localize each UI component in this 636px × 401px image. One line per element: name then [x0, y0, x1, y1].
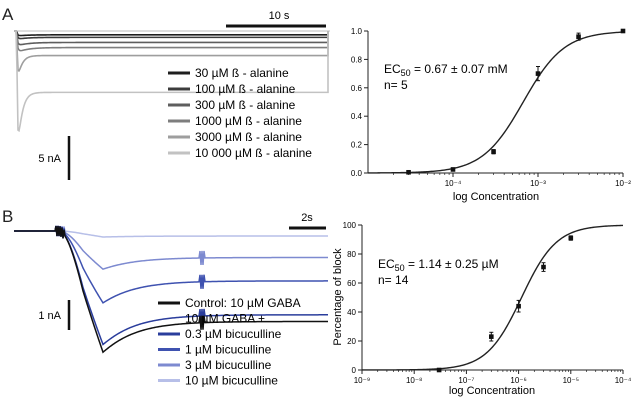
panel-a-dose-response: 10⁻⁴ 10⁻³ 10⁻² 0.0 0.2 0.4 0.6 0.8 1.0 log Conce…	[351, 27, 631, 203]
panel-a-legend: 30 µM ß - alanine 100 µM ß - alanine 300 µ…	[168, 66, 312, 160]
panel-a-current-scale-label: 5 nA	[38, 153, 61, 165]
panel-b-y-axis-label: Percentage of block	[332, 248, 344, 346]
panel-a-legend-label: 30 µM ß - alanine	[195, 66, 289, 80]
panel-a-trace	[14, 30, 329, 46]
panel-a-data-point	[491, 149, 496, 154]
panel-a-time-scale-label: 10 s	[269, 10, 290, 22]
panel-b-data-points	[436, 235, 574, 373]
panel-a-trace	[14, 30, 329, 37]
panel-b-data-point	[541, 264, 546, 270]
panel-a-legend-label: 300 µM ß - alanine	[195, 98, 296, 112]
panel-a-x-axis-label: log Concentration	[453, 191, 539, 203]
panel-b-trace	[14, 225, 328, 354]
panel-b-trace	[14, 225, 328, 271]
panel-a-y-tick-label: 0.4	[351, 112, 363, 121]
panel-b-ec50-text: EC50 = 1.14 ± 0.25 µM	[378, 257, 499, 273]
panel-b-label: B	[2, 207, 13, 226]
panel-b-x-tick-label: 10⁻⁴	[615, 376, 632, 385]
panel-b-traces: B 2s 1 nA Control: 10 µM GABA 10 µM GABA …	[2, 207, 328, 388]
panel-b-y-tick-label: 100	[343, 221, 357, 230]
panel-b-x-tick-label: 10⁻⁶	[510, 376, 526, 385]
panel-a-trace	[14, 30, 329, 72]
panel-b-y-tick-label: 40	[347, 308, 356, 317]
panel-a-legend-label: 3000 µM ß - alanine	[195, 130, 302, 144]
panel-a-data-point	[576, 34, 581, 39]
panel-b-y-tick-label: 0	[352, 366, 357, 375]
panel-b-data-point	[489, 334, 494, 339]
panel-b-legend-label: Control: 10 µM GABA	[185, 296, 301, 310]
panel-a-n-text: n= 5	[384, 78, 408, 92]
panel-b-legend-label: 1 µM bicuculline	[185, 343, 272, 357]
panel-b-legend: Control: 10 µM GABA 10 µM GABA +0.3 µM bi…	[158, 296, 301, 388]
panel-a-trace	[14, 30, 329, 133]
panel-b-legend-label: 0.3 µM bicuculline	[185, 327, 282, 341]
panel-b-x-axis-label: log Concentration	[449, 385, 535, 397]
panel-a-axis-ticks: 10⁻⁴ 10⁻³ 10⁻² 0.0 0.2 0.4 0.6 0.8 1.0	[351, 27, 631, 188]
panel-a-y-tick-label: 0.8	[351, 55, 363, 64]
panel-a-x-tick-label: 10⁻³	[530, 179, 546, 188]
panel-b-data-point	[436, 367, 442, 373]
panel-b-fit-curve	[362, 224, 624, 371]
panel-a-label: A	[2, 5, 14, 24]
panel-b-y-tick-label: 80	[347, 250, 356, 259]
panel-b-current-traces	[14, 225, 328, 354]
panel-a-current-traces	[14, 30, 329, 133]
panel-b-x-tick-label: 10⁻⁹	[354, 376, 371, 385]
panel-a-y-tick-label: 0.2	[351, 141, 363, 150]
panel-a-data-point	[406, 169, 411, 175]
panel-b-legend-label: 3 µM bicuculline	[185, 358, 272, 372]
panel-a-y-tick-label: 1.0	[351, 27, 363, 36]
panel-a-data-point	[620, 28, 626, 34]
panel-b-x-tick-label: 10⁻⁵	[563, 376, 579, 385]
panel-b-trace	[14, 225, 328, 238]
panel-a-trace	[14, 30, 329, 40]
panel-b-y-tick-label: 60	[347, 279, 356, 288]
panel-b-x-tick-label: 10⁻⁷	[458, 376, 474, 385]
panel-b-trace	[14, 225, 328, 304]
panel-a-y-tick-label: 0.6	[351, 84, 363, 93]
panel-b-dose-response: 10⁻⁹ 10⁻⁸ 10⁻⁷ 10⁻⁶ 10⁻⁵ 10⁻⁴ 0 20 40 60 80 100 log…	[332, 221, 632, 397]
panel-b-current-scale-label: 1 nA	[38, 310, 61, 322]
panel-b-data-point	[568, 235, 574, 241]
panel-a-legend-label: 1000 µM ß - alanine	[195, 114, 302, 128]
panel-b-y-tick-label: 20	[347, 337, 356, 346]
panel-a-x-tick-label: 10⁻²	[615, 179, 631, 188]
panel-b-n-text: n= 14	[378, 273, 409, 287]
panel-b-data-point	[516, 303, 521, 309]
panel-b-legend-label: 10 µM bicuculline	[185, 374, 278, 388]
panel-a-x-tick-label: 10⁻⁴	[445, 179, 462, 188]
panel-b-x-tick-label: 10⁻⁸	[406, 376, 423, 385]
panel-a-ec50-text: EC50 = 0.67 ± 0.07 mM	[384, 62, 508, 78]
panel-b-axis-ticks: 10⁻⁹ 10⁻⁸ 10⁻⁷ 10⁻⁶ 10⁻⁵ 10⁻⁴ 0 20 40 60 80 100	[343, 221, 632, 385]
panel-a-data-point	[450, 167, 456, 172]
panel-a-traces: A 10 s 5 nA 30 µM ß - alanine 100 µM ß - …	[2, 5, 330, 180]
panel-a-trace	[14, 30, 329, 52]
panel-a-legend-label: 100 µM ß - alanine	[195, 82, 296, 96]
panel-b-legend-label: 10 µM GABA +	[185, 312, 265, 326]
panel-a-data-points	[406, 28, 626, 175]
panel-b-time-scale-label: 2s	[301, 212, 313, 224]
panel-a-data-point	[535, 71, 541, 76]
panel-a-legend-label: 10 000 µM ß - alanine	[195, 146, 312, 160]
panel-a-y-tick-label: 0.0	[351, 169, 363, 178]
